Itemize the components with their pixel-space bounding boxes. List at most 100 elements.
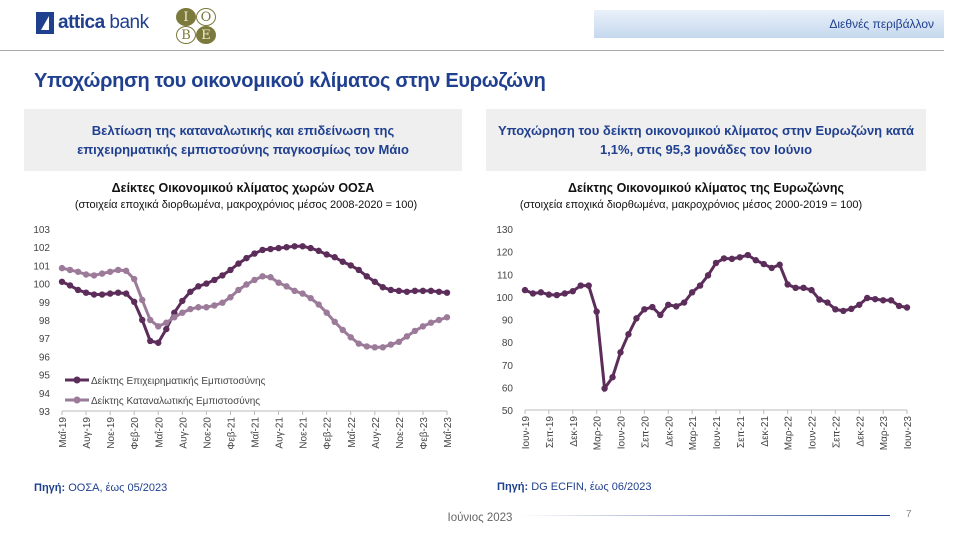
data-point bbox=[379, 284, 387, 291]
data-point bbox=[887, 297, 895, 304]
y-tick-label: 90 bbox=[502, 316, 514, 327]
legend-label: Δείκτης Επιχειρηματικής Εμπιστοσύνης bbox=[91, 375, 266, 387]
data-point bbox=[688, 289, 696, 296]
data-point bbox=[561, 290, 568, 297]
data-point bbox=[633, 315, 640, 322]
data-point bbox=[545, 291, 553, 298]
attica-bank-logo: attica bank bbox=[36, 12, 149, 34]
data-point bbox=[147, 337, 154, 345]
data-point bbox=[609, 373, 616, 381]
data-point bbox=[864, 294, 871, 302]
data-point bbox=[82, 271, 90, 278]
data-point bbox=[267, 245, 274, 253]
data-point bbox=[387, 286, 395, 294]
data-point bbox=[363, 273, 370, 280]
data-point bbox=[760, 260, 767, 268]
data-point bbox=[219, 299, 226, 306]
source-label: Πηγή: bbox=[497, 481, 529, 493]
data-point bbox=[840, 307, 847, 315]
data-point bbox=[106, 290, 114, 297]
data-point bbox=[187, 305, 194, 313]
data-point bbox=[323, 251, 330, 258]
data-point bbox=[114, 289, 122, 296]
y-tick-label: 99 bbox=[39, 298, 51, 309]
x-tick-label: Ιουν-23 bbox=[903, 416, 914, 450]
section-label: Διεθνές περιβάλλον bbox=[594, 10, 944, 38]
data-point bbox=[443, 289, 451, 296]
right-source: Πηγή: DG ECFIN, έως 06/2023 bbox=[497, 481, 652, 493]
footer-divider bbox=[520, 515, 890, 516]
x-tick-label: Ιουν-19 bbox=[521, 416, 532, 450]
data-point bbox=[521, 286, 529, 294]
data-point bbox=[529, 290, 537, 297]
data-point bbox=[98, 291, 106, 298]
y-tick-label: 93 bbox=[39, 407, 51, 418]
data-point bbox=[90, 272, 98, 279]
data-point bbox=[195, 304, 202, 311]
data-point bbox=[347, 334, 354, 341]
data-point bbox=[74, 268, 82, 275]
data-point bbox=[315, 301, 322, 308]
x-tick-label: Αυγ-22 bbox=[371, 417, 382, 449]
data-point bbox=[419, 287, 427, 295]
data-point bbox=[347, 262, 354, 269]
data-point bbox=[752, 257, 759, 264]
data-point bbox=[139, 296, 146, 304]
x-tick-label: Φεβ-20 bbox=[130, 417, 141, 450]
data-point bbox=[235, 286, 242, 294]
data-point bbox=[307, 294, 314, 302]
data-point bbox=[363, 343, 370, 350]
data-point bbox=[800, 284, 807, 292]
data-point bbox=[720, 255, 728, 262]
source-label: Πηγή: bbox=[34, 482, 66, 494]
data-point bbox=[411, 327, 419, 335]
y-tick-label: 100 bbox=[33, 280, 50, 291]
page-number: 7 bbox=[906, 509, 912, 520]
x-tick-label: Μαρ-21 bbox=[688, 416, 699, 451]
data-point bbox=[704, 272, 712, 279]
y-tick-label: 110 bbox=[497, 270, 513, 281]
x-tick-label: Σεπ-19 bbox=[545, 416, 556, 448]
data-point bbox=[227, 294, 234, 301]
data-point bbox=[379, 344, 387, 351]
data-point bbox=[355, 340, 362, 347]
y-tick-label: 98 bbox=[39, 316, 51, 327]
x-tick-label: Αυγ-20 bbox=[178, 417, 189, 449]
x-tick-label: Δεκ-19 bbox=[569, 416, 580, 447]
data-point bbox=[776, 261, 783, 268]
x-tick-label: Μαΐ-22 bbox=[346, 417, 358, 448]
data-point bbox=[435, 316, 443, 324]
source-text: ΟΟΣΑ, έως 05/2023 bbox=[68, 482, 168, 494]
y-tick-label: 80 bbox=[502, 338, 514, 349]
y-tick-label: 97 bbox=[39, 334, 51, 345]
logo-text-bold: attica bbox=[58, 12, 105, 33]
data-point bbox=[283, 244, 290, 251]
data-point bbox=[816, 296, 823, 303]
x-tick-label: Μαρ-22 bbox=[784, 416, 795, 451]
x-tick-label: Φεβ-23 bbox=[419, 417, 430, 450]
data-point bbox=[122, 267, 130, 275]
data-point bbox=[625, 331, 632, 338]
x-tick-label: Αυγ-19 bbox=[82, 417, 93, 449]
data-point bbox=[163, 319, 170, 326]
data-point bbox=[130, 298, 138, 305]
data-point bbox=[155, 323, 162, 330]
data-point bbox=[291, 287, 298, 295]
data-point bbox=[243, 281, 250, 288]
data-point bbox=[58, 278, 66, 285]
x-tick-label: Σεπ-21 bbox=[736, 416, 747, 448]
x-tick-label: Μαΐ-23 bbox=[442, 417, 454, 448]
data-point bbox=[593, 308, 600, 315]
data-point bbox=[147, 316, 154, 324]
left-summary-text: Βελτίωση της καταναλωτικής και επιδείνωσ… bbox=[77, 123, 409, 157]
data-point bbox=[203, 304, 210, 311]
data-point bbox=[395, 287, 403, 295]
data-point bbox=[331, 254, 338, 261]
data-point bbox=[577, 282, 584, 289]
data-point bbox=[657, 311, 664, 319]
oecd-confidence-chart: 93 94 95 96 97 98 99 100 101 102 103 Μαΐ-19 Αυγ-19 Νο… bbox=[33, 225, 454, 450]
source-text: DG ECFIN, έως 06/2023 bbox=[531, 481, 652, 493]
data-point bbox=[879, 297, 887, 304]
y-tick-label: 96 bbox=[39, 352, 51, 363]
y-tick-label: 101 bbox=[33, 261, 50, 272]
